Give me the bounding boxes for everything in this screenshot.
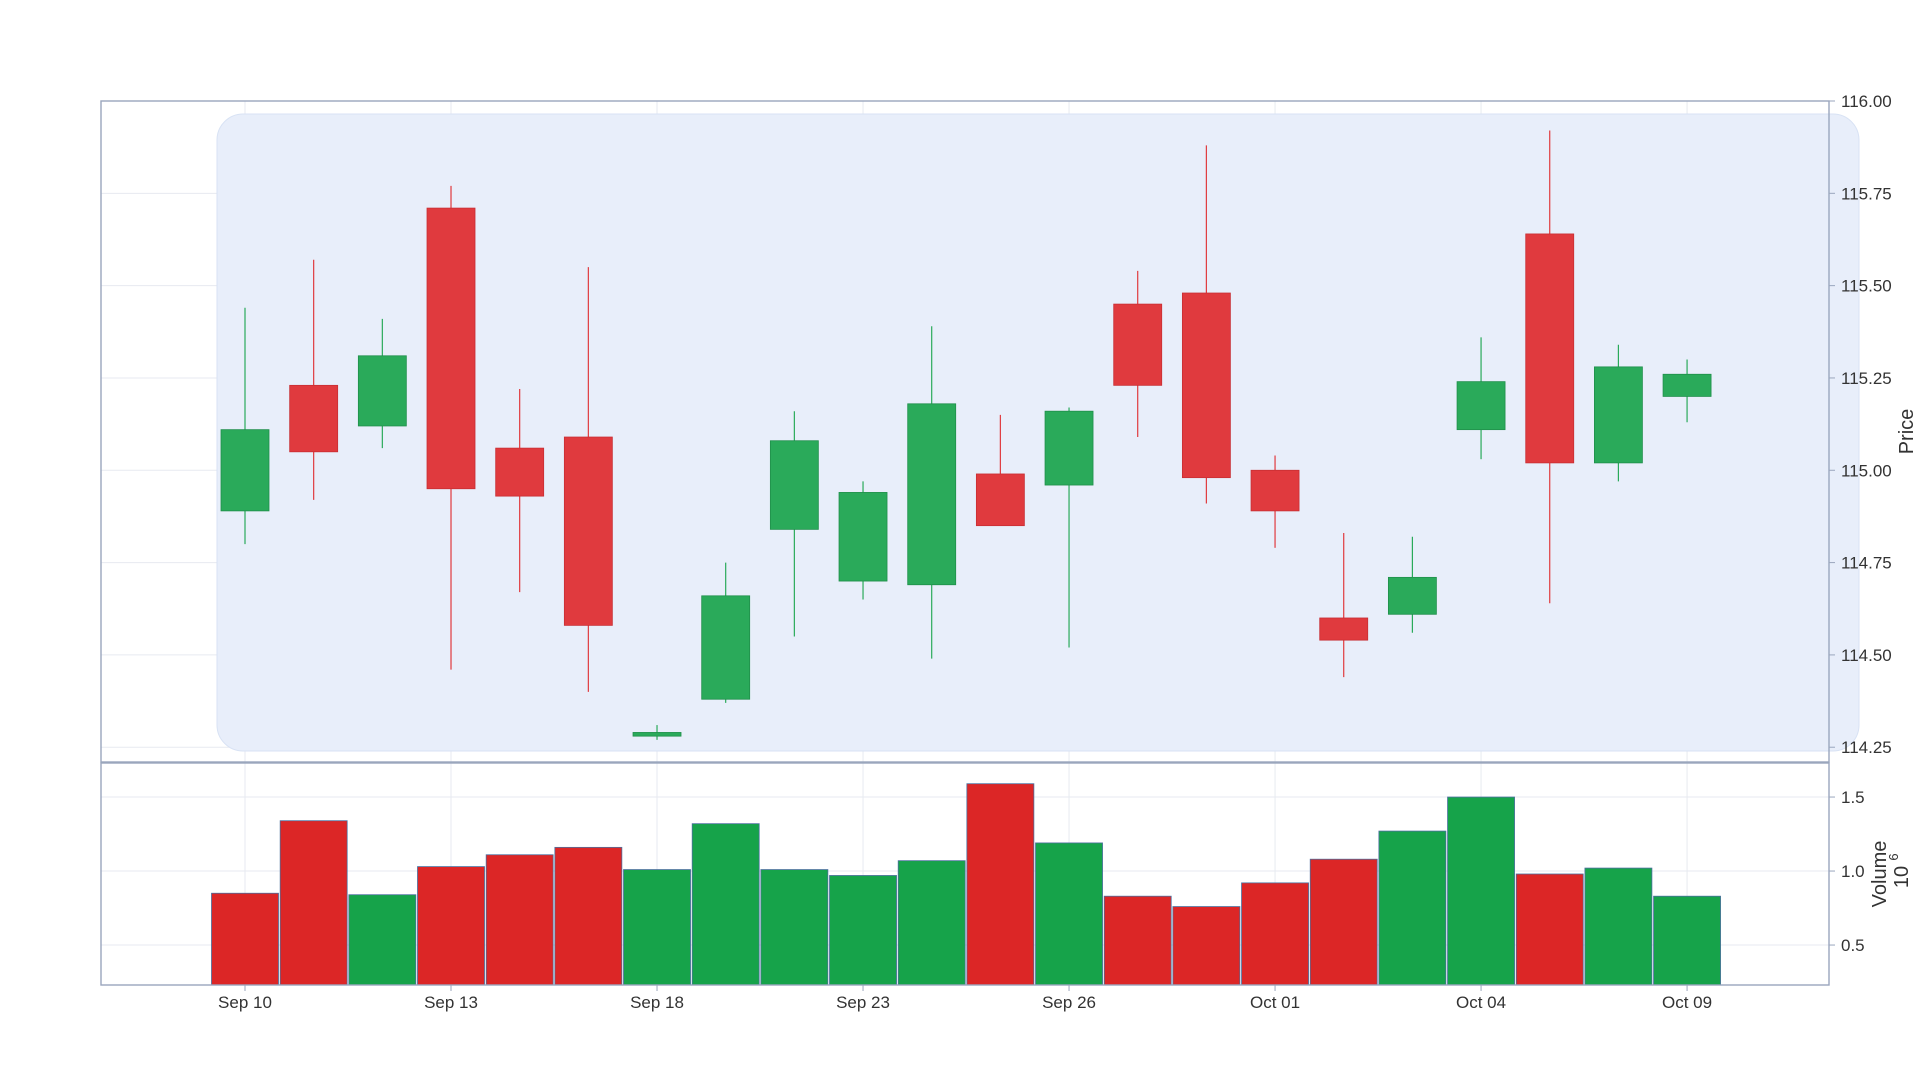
candle-body bbox=[1319, 617, 1369, 641]
volume-bar bbox=[1515, 873, 1584, 986]
candle-body bbox=[220, 429, 270, 512]
price-tick-label: 115.00 bbox=[1841, 461, 1892, 480]
volume-bar bbox=[1653, 895, 1721, 986]
volume-bar bbox=[348, 894, 417, 986]
candle bbox=[1250, 455, 1300, 548]
candle bbox=[632, 725, 682, 740]
candle bbox=[1387, 536, 1437, 633]
volume-tick-label: 0.5 bbox=[1841, 936, 1865, 955]
candle bbox=[1044, 407, 1094, 648]
highlight-region bbox=[216, 113, 1860, 752]
volume-bar bbox=[1309, 858, 1378, 986]
candle-body bbox=[838, 492, 888, 582]
candle-body bbox=[1387, 576, 1437, 615]
volume-bar bbox=[897, 860, 966, 986]
price-axis-title: Price bbox=[1896, 409, 1918, 455]
candle-body bbox=[1456, 381, 1506, 431]
candle bbox=[1456, 337, 1506, 460]
price-tick-label: 114.75 bbox=[1841, 554, 1892, 573]
x-tick-label: Oct 04 bbox=[1456, 993, 1506, 1012]
volume-bar bbox=[691, 823, 760, 986]
volume-tick-label: 1.5 bbox=[1841, 788, 1865, 807]
candle-body bbox=[1181, 292, 1231, 479]
candle bbox=[838, 481, 888, 600]
highlight-region-layer bbox=[216, 113, 1860, 752]
candle-body bbox=[1113, 303, 1163, 386]
volume-bar bbox=[279, 820, 348, 986]
volume-panel-frame bbox=[100, 762, 1830, 986]
candle-body bbox=[1525, 233, 1575, 464]
volume-bar bbox=[623, 869, 691, 986]
volume-bar bbox=[211, 892, 279, 986]
candle bbox=[1662, 359, 1712, 423]
candle-body bbox=[769, 440, 819, 530]
candle bbox=[563, 267, 613, 692]
volume-exponent-base: 10 bbox=[1891, 866, 1913, 888]
price-tick-label: 114.50 bbox=[1841, 646, 1892, 665]
price-tick-label: 116.00 bbox=[1841, 92, 1892, 111]
axis-labels-layer: 114.25 114.50 114.75 115.00 115.25 115.50 115.… bbox=[218, 92, 1918, 1012]
volume-bar bbox=[1172, 906, 1241, 986]
price-tick-label: 114.25 bbox=[1841, 738, 1892, 757]
candle bbox=[1181, 145, 1231, 504]
volume-axis-title: Volume bbox=[1869, 841, 1891, 908]
x-tick-label: Sep 23 bbox=[836, 993, 890, 1012]
volume-tick-label: 1.0 bbox=[1841, 862, 1865, 881]
volume-bar bbox=[1241, 882, 1309, 986]
volume-exponent-power: 6 bbox=[1886, 853, 1901, 860]
x-tick-label: Sep 10 bbox=[218, 993, 272, 1012]
panel-frames bbox=[100, 100, 1830, 986]
candle-body bbox=[975, 473, 1025, 527]
x-tick-label: Sep 18 bbox=[630, 993, 684, 1012]
volume-bar bbox=[1378, 830, 1447, 986]
candle bbox=[769, 411, 819, 637]
candle bbox=[220, 307, 270, 545]
candle-body bbox=[701, 595, 751, 700]
candle bbox=[426, 185, 476, 670]
price-panel-frame bbox=[100, 100, 1830, 763]
candle-body bbox=[907, 403, 957, 586]
candle bbox=[1319, 533, 1369, 678]
volume-bar bbox=[1447, 796, 1515, 986]
candle-body bbox=[1662, 373, 1712, 397]
x-tick-label: Sep 26 bbox=[1042, 993, 1096, 1012]
candle bbox=[975, 414, 1025, 527]
candle bbox=[495, 389, 545, 593]
volume-bar bbox=[485, 854, 554, 986]
candle bbox=[289, 259, 339, 500]
volume-bar bbox=[966, 783, 1035, 986]
candle-body bbox=[357, 355, 407, 427]
candle bbox=[1525, 130, 1575, 604]
candle-body bbox=[632, 732, 682, 737]
candle-body bbox=[1250, 469, 1300, 512]
candle-body bbox=[563, 436, 613, 626]
candle bbox=[1113, 270, 1163, 438]
candle-body bbox=[289, 384, 339, 453]
candle-body bbox=[1044, 410, 1094, 486]
candle bbox=[357, 318, 407, 449]
x-tick-label: Sep 13 bbox=[424, 993, 478, 1012]
candle bbox=[701, 562, 751, 703]
volume-bars-layer bbox=[211, 783, 1721, 986]
volume-bar bbox=[760, 869, 829, 986]
candle-body bbox=[495, 447, 545, 497]
volume-bar bbox=[1584, 867, 1653, 986]
candlestick-layer bbox=[220, 130, 1712, 740]
volume-bar bbox=[1035, 842, 1103, 986]
x-tick-label: Oct 09 bbox=[1662, 993, 1712, 1012]
volume-bar bbox=[554, 846, 623, 986]
candle-body bbox=[1594, 366, 1643, 464]
volume-bar bbox=[417, 866, 485, 986]
candle bbox=[907, 326, 957, 659]
price-tick-label: 115.50 bbox=[1841, 277, 1892, 296]
price-tick-label: 115.25 bbox=[1841, 369, 1892, 388]
volume-bar bbox=[1103, 895, 1172, 986]
volume-bar bbox=[829, 875, 897, 986]
x-tick-label: Oct 01 bbox=[1250, 993, 1300, 1012]
price-tick-label: 115.75 bbox=[1841, 184, 1892, 203]
candle bbox=[1594, 344, 1643, 482]
candle-body bbox=[426, 207, 476, 490]
